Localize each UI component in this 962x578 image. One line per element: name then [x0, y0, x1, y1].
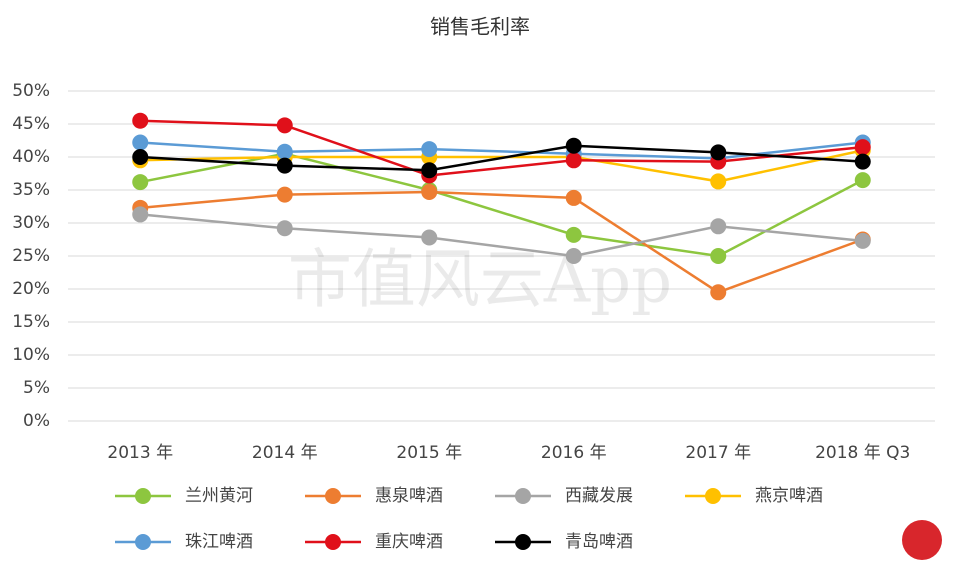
legend-label: 珠江啤酒	[185, 532, 253, 552]
point	[854, 232, 871, 249]
chart-title: 销售毛利率	[430, 15, 530, 39]
point	[276, 157, 293, 174]
legend-marker	[515, 488, 531, 504]
legend-marker	[325, 488, 341, 504]
point	[565, 189, 582, 206]
point	[421, 141, 438, 158]
y-tick-label: 40%	[12, 147, 50, 167]
point	[421, 162, 438, 179]
y-tick-label: 30%	[12, 213, 50, 233]
point	[710, 284, 727, 301]
point	[276, 220, 293, 237]
legend-label: 重庆啤酒	[375, 532, 443, 552]
point	[276, 117, 293, 134]
y-tick-label: 0%	[23, 411, 50, 431]
x-tick-label: 2017 年	[685, 443, 751, 463]
x-tick-label: 2013 年	[107, 443, 173, 463]
point	[132, 149, 149, 165]
legend-marker	[135, 488, 151, 504]
legend-label: 青岛啤酒	[565, 532, 633, 552]
y-tick-label: 50%	[12, 81, 50, 101]
x-tick-label: 2014 年	[252, 443, 318, 463]
legend-label: 西藏发展	[565, 486, 633, 506]
series-line	[140, 141, 863, 160]
point	[132, 112, 149, 129]
series-line	[140, 144, 863, 172]
legend-label: 兰州黄河	[185, 486, 253, 506]
legend-marker	[705, 488, 721, 504]
point	[854, 153, 871, 170]
y-tick-label: 20%	[12, 279, 50, 299]
series-line	[140, 213, 863, 258]
x-tick-label: 2018 年 Q3	[815, 443, 910, 463]
y-tick-label: 35%	[12, 180, 50, 200]
legend-label: 惠泉啤酒	[375, 486, 443, 506]
point	[276, 143, 293, 160]
legend-marker	[135, 534, 151, 550]
point	[710, 173, 727, 190]
series-line	[140, 190, 864, 294]
legend-marker	[325, 534, 341, 550]
point	[276, 186, 293, 203]
point	[565, 137, 582, 154]
legend-label: 燕京啤酒	[755, 486, 823, 506]
point	[854, 139, 871, 156]
logo	[902, 520, 942, 560]
point	[710, 144, 727, 161]
legend-marker	[515, 534, 531, 550]
point	[132, 206, 149, 223]
point	[421, 183, 438, 200]
y-tick-label: 15%	[12, 312, 50, 332]
point	[132, 174, 149, 191]
y-tick-label: 25%	[12, 246, 50, 266]
series-line	[140, 119, 863, 177]
point	[565, 226, 582, 243]
x-tick-label: 2016 年	[541, 443, 607, 463]
point	[710, 248, 727, 264]
point	[565, 152, 582, 169]
point	[854, 172, 871, 189]
point	[132, 134, 149, 151]
watermark: 市值风云App	[288, 244, 672, 318]
y-tick-label: 10%	[12, 345, 50, 365]
y-tick-label: 5%	[23, 378, 50, 398]
point	[421, 229, 438, 246]
y-tick-label: 45%	[12, 114, 50, 134]
point	[565, 248, 582, 264]
point	[710, 218, 727, 235]
x-tick-label: 2015 年	[396, 443, 462, 463]
